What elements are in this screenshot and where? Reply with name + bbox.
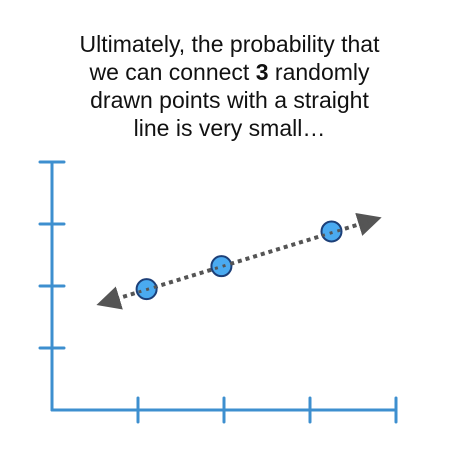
caption-line-2-end: randomly [268, 59, 370, 85]
y-ticks [38, 160, 66, 350]
fit-line-overlay [107, 219, 371, 303]
caption-line-1: Ultimately, the probability that [79, 31, 380, 57]
data-point-2 [210, 255, 233, 278]
data-points [107, 219, 371, 303]
caption-line-2-number: 3 [255, 59, 269, 85]
caption: Ultimately, the probability that we can … [0, 30, 459, 142]
caption-line-2-start: we can connect [89, 59, 256, 85]
caption-line-3: drawn points with a straight [90, 87, 369, 113]
caption-line-2: we can connect 3 randomly [0, 58, 459, 86]
caption-line-4: line is very small… [133, 115, 326, 141]
x-ticks [136, 396, 398, 424]
